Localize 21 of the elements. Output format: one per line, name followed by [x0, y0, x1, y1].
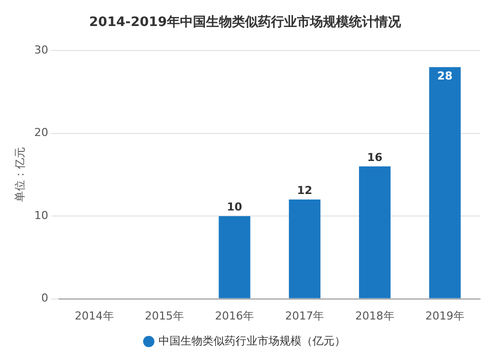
- y-tick-label: 0: [41, 292, 48, 305]
- y-tick-label: 10: [34, 208, 48, 222]
- y-axis-title: 单位：亿元: [13, 147, 26, 202]
- legend-label: 中国生物类似药行业市场规模（亿元）: [158, 334, 346, 348]
- x-tick-label: 2018年: [355, 309, 394, 322]
- y-tick-label: 20: [34, 126, 48, 140]
- x-tick-label: 2019年: [425, 309, 464, 322]
- bar: [288, 200, 320, 298]
- data-label: 12: [297, 184, 312, 197]
- data-label: 10: [226, 200, 243, 214]
- data-label: 28: [437, 70, 453, 83]
- data-label: 16: [367, 150, 383, 164]
- x-tick-label: 2015年: [144, 309, 184, 322]
- y-tick-label: 30: [34, 43, 48, 56]
- chart-title: 2014-2019年中国生物类似药行业市场规模统计情况: [89, 14, 402, 30]
- bar: [218, 216, 250, 298]
- bar: [429, 67, 461, 298]
- x-tick-label: 2014年: [74, 309, 114, 322]
- bar: [359, 166, 391, 298]
- x-tick-label: 2016年: [215, 309, 254, 322]
- x-tick-label: 2017年: [285, 309, 324, 322]
